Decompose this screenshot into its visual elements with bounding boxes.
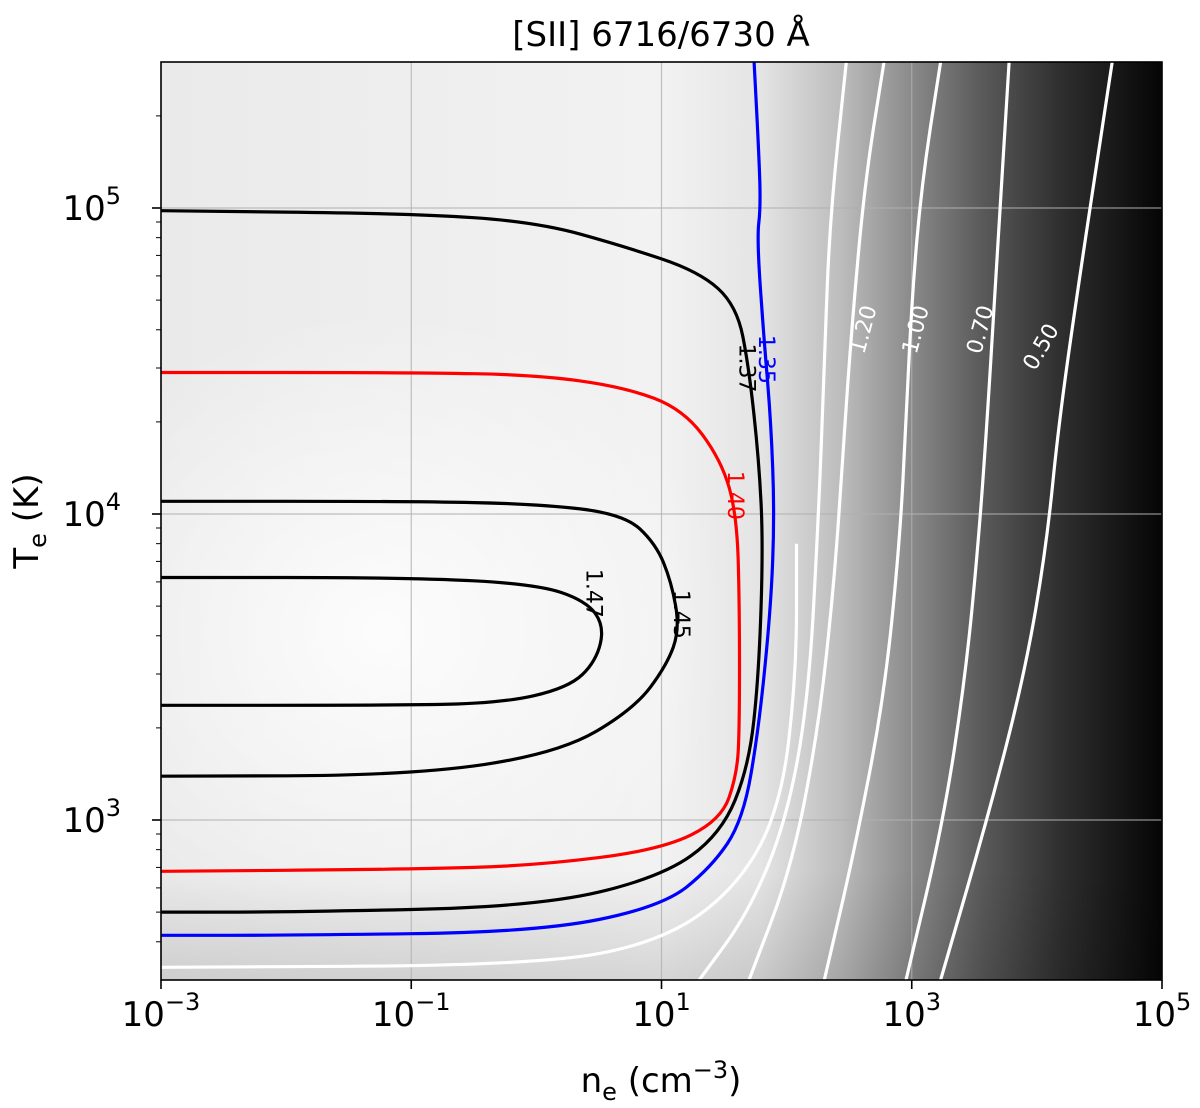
x-axis-label: ne (cm−3) [581,1056,742,1106]
x-tick-label: 10−3 [122,988,201,1035]
contour-line-1.40 [161,370,742,873]
contour-label-1.35: 1.35 [753,335,778,384]
contour-lines [161,62,1114,980]
chart-title: [SII] 6716/6730 Å [512,14,810,55]
contour-label-1.37: 1.37 [734,344,759,393]
plot-area: 1.47 1.451.401.371.351.20 1.00 0.70 0.50 [161,62,1162,980]
contour-label-1.45: 1.45 [668,590,693,639]
x-tick-label: 105 [1133,988,1192,1035]
y-axis-label: Te (K) [7,473,52,569]
contour-line-1.45 [161,499,679,778]
grid [161,62,1162,980]
contour-line-0.50 [939,62,1114,980]
x-tick-label: 10−1 [372,988,451,1035]
axis-ticks: 10−3 10−1 101 103 105 103 104 105 [62,115,1192,1035]
x-tick-label: 103 [882,988,941,1035]
contour-line-1.00 [822,62,943,980]
x-tick-label: 101 [632,988,691,1035]
y-tick-label: 105 [62,182,121,229]
y-tick-label: 104 [62,488,121,535]
contour-label-1.47: 1.47 [580,569,605,618]
contour-line-1.20 [747,62,886,980]
y-tick-label: 103 [62,794,121,841]
contour-line-0.70 [904,62,1011,980]
contour-line-1.35 [161,62,776,937]
contour-line-1.37 [161,209,764,914]
contour-label-1.40: 1.40 [722,471,747,520]
contour-line-1.25 [697,62,848,980]
contour-line-1.47 [161,575,604,707]
contour-line-1.30 [161,543,799,969]
